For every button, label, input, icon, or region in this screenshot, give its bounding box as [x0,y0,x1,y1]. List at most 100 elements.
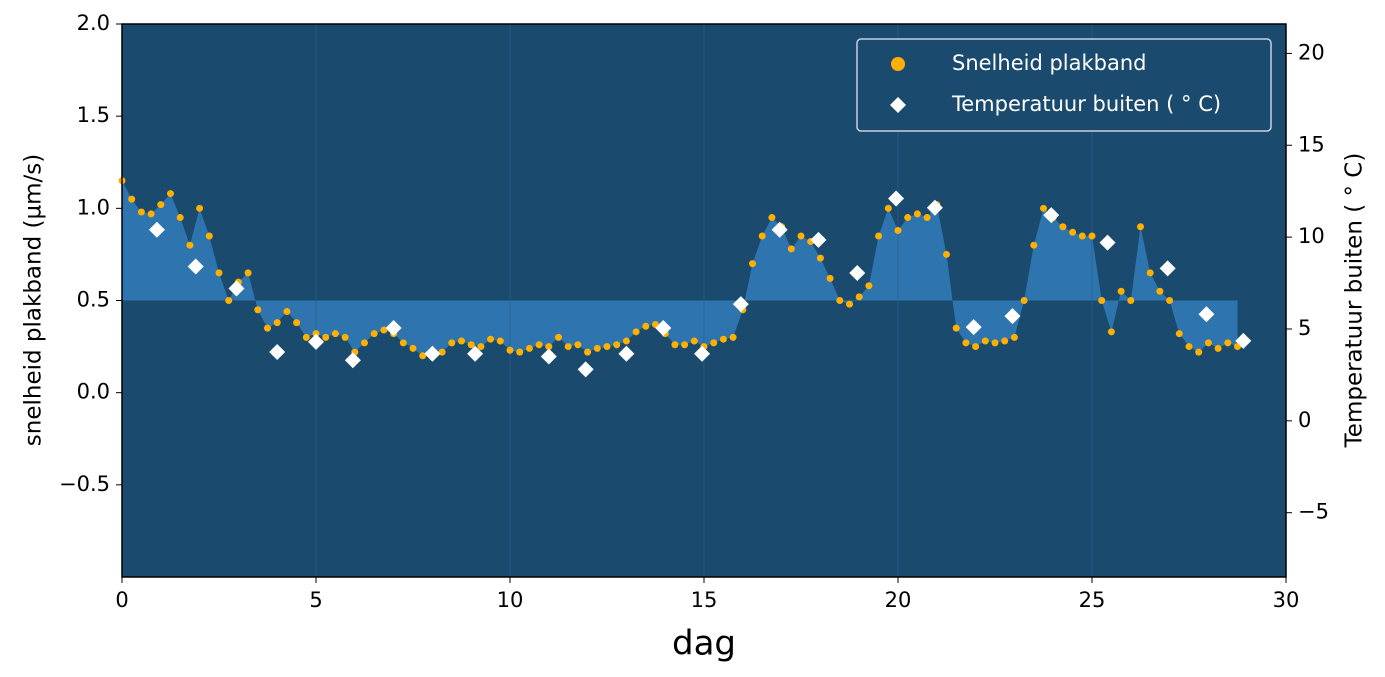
diamond-point [467,345,484,362]
point [836,297,844,304]
point [1117,287,1125,295]
point [254,306,262,314]
point [952,324,960,332]
point [331,330,339,338]
point [826,274,834,282]
diamond-point [228,280,245,297]
point [564,343,572,351]
point [749,260,756,268]
point [787,245,795,253]
x-tick-label: 25 [1079,588,1106,612]
point [419,352,427,360]
point [1107,328,1115,336]
point [1059,223,1067,231]
point [196,204,204,212]
point [884,204,892,212]
point [729,333,737,341]
point [147,210,155,218]
point [496,337,504,345]
diamond-point [577,361,594,378]
diamond-point [618,345,635,362]
point [341,333,349,341]
point [719,335,727,343]
point [283,308,291,316]
diamond-point [424,345,441,362]
point [768,214,776,222]
point [1069,228,1077,236]
plot-frame [121,23,1287,578]
point [1214,344,1222,352]
point [438,348,446,356]
x-tick-label: 15 [691,588,718,612]
point [923,214,931,222]
diamond-point [269,343,286,360]
y-tick-label: 1.5 [77,103,110,127]
point [904,214,912,222]
point [891,57,905,71]
point [302,333,310,341]
legend-box [856,38,1272,132]
point [448,339,456,347]
point [1224,339,1232,347]
point [1020,297,1028,304]
y2-tick-label: 10 [1298,224,1325,248]
y2-tick-label: 5 [1298,316,1311,340]
y-tick-label: 0.5 [77,288,110,312]
diamond-point [1043,207,1060,224]
point [205,232,213,240]
point [1137,223,1144,231]
point [894,226,902,234]
diamond-point [890,97,906,113]
point [399,339,407,347]
point [943,250,950,258]
point [613,341,621,349]
point [816,254,824,262]
y2-axis-label: Temperatuur buiten ( ° C) [1342,153,1368,449]
point [467,341,475,349]
point [1001,337,1009,345]
point [380,326,388,334]
point [574,341,582,349]
point [264,324,271,332]
point [991,339,999,347]
fill-area [122,180,1238,356]
point [690,337,698,345]
point [506,346,514,354]
y2-tick-label: 0 [1298,408,1311,432]
y-tick-label: 2.0 [77,11,110,35]
diamond-point [187,258,204,275]
point [913,210,921,218]
point [846,300,853,308]
diamond-point [1159,260,1176,277]
diamond-point [732,296,749,313]
diamond-point [540,348,557,365]
point [710,339,718,347]
point [244,269,252,277]
point [516,348,524,356]
diamond-point [148,221,165,238]
point [981,337,989,345]
diamond-point [926,199,943,216]
point [671,341,679,349]
point [361,339,368,347]
point [681,341,689,349]
legend-label: Temperatuur buiten ( ° C) [951,92,1221,116]
point [322,333,330,341]
point [477,343,485,351]
point [962,339,970,347]
x-tick-label: 5 [309,588,322,612]
point [293,319,301,327]
x-tick-label: 0 [115,588,128,612]
diamond-point [1004,308,1021,325]
point [1030,241,1038,249]
point [603,343,611,351]
point [1195,348,1203,356]
point [593,344,601,352]
point [458,337,465,345]
point [487,335,495,343]
point [622,337,630,345]
diamond-point [308,333,324,350]
diamond-point [344,352,361,369]
diamond-point [965,319,982,336]
